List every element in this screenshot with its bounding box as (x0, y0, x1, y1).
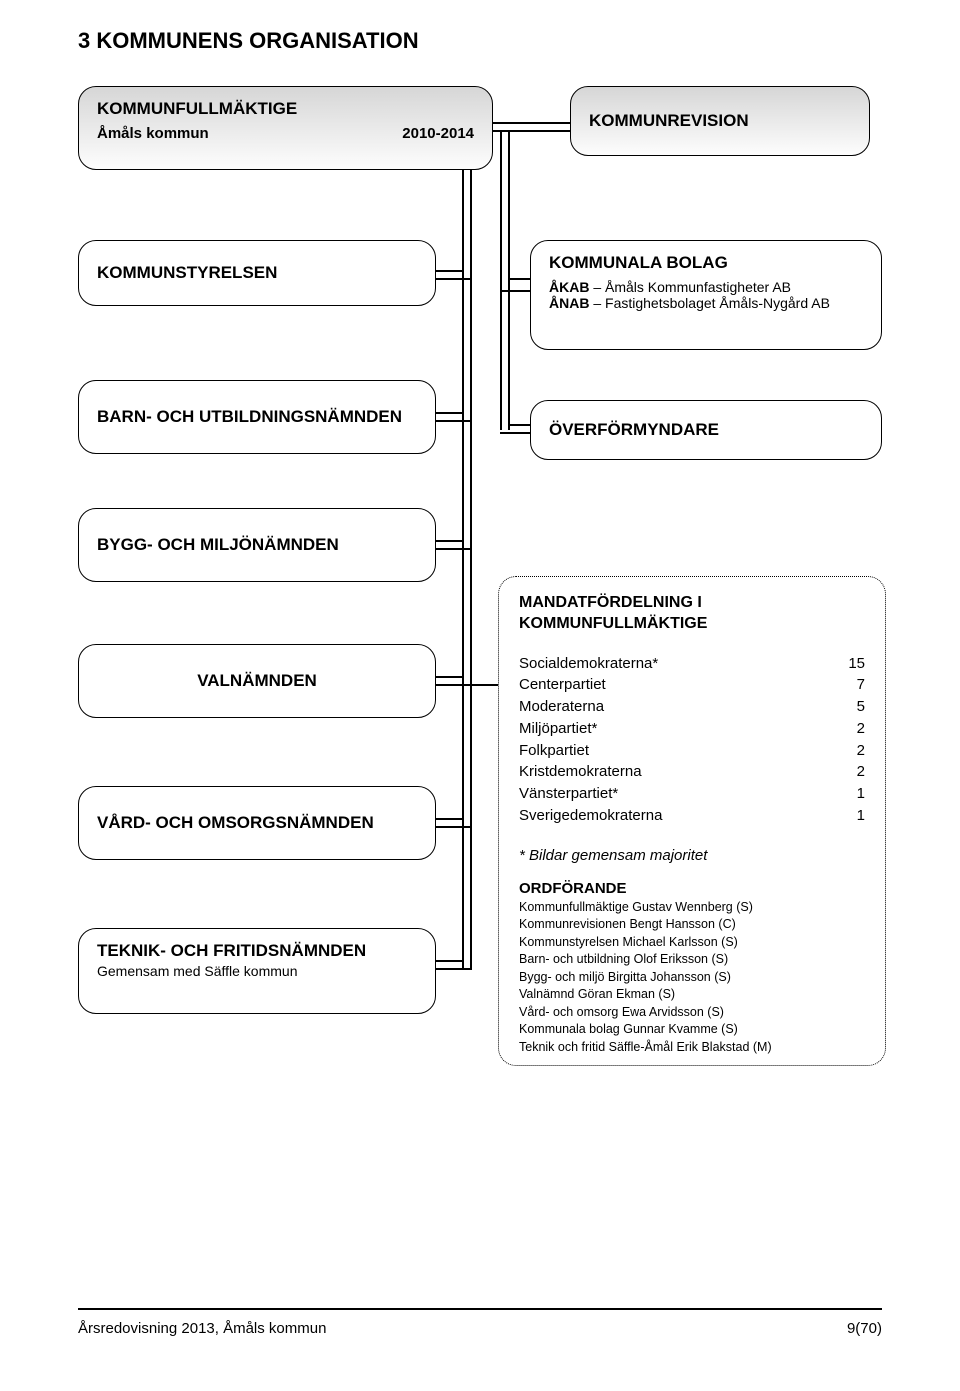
party-seats: 1 (857, 805, 865, 827)
box-barn-utbildning: BARN- OCH UTBILDNINGSNÄMNDEN (78, 380, 436, 454)
box-kommunala-bolag: KOMMUNALA BOLAG ÅKAB – Åmåls Kommunfasti… (530, 240, 882, 350)
val-title: VALNÄMNDEN (97, 671, 417, 691)
box-bygg-miljo: BYGG- OCH MILJÖNÄMNDEN (78, 508, 436, 582)
connector (436, 676, 462, 678)
box-overformyndare: ÖVERFÖRMYNDARE (530, 400, 882, 460)
kb-akab-desc: – Åmåls Kommunfastigheter AB (589, 279, 791, 295)
party-seats: 2 (857, 761, 865, 783)
party-name: Moderaterna (519, 696, 604, 718)
connector (436, 420, 470, 422)
connector (436, 960, 462, 962)
party-seats: 2 (857, 718, 865, 740)
page-title: 3 KOMMUNENS ORGANISATION (78, 28, 419, 54)
party-seats: 1 (857, 783, 865, 805)
party-name: Vänsterpartiet* (519, 783, 618, 805)
connector (470, 684, 498, 686)
connector (470, 170, 472, 970)
mandat-title-2: KOMMUNFULLMÄKTIGE (519, 615, 707, 632)
connector (500, 290, 530, 292)
vo-title: VÅRD- OCH OMSORGSNÄMNDEN (97, 813, 374, 833)
connector (436, 548, 470, 550)
party-row: Moderaterna 5 (519, 696, 865, 718)
kb-title: KOMMUNALA BOLAG (549, 253, 863, 273)
ordforande-title: ORDFÖRANDE (519, 880, 865, 897)
party-name: Miljöpartiet* (519, 718, 597, 740)
ordforande-item: Bygg- och miljö Birgitta Johansson (S) (519, 969, 865, 987)
party-name: Folkpartiet (519, 740, 589, 762)
connector (436, 826, 470, 828)
kf-left: Åmåls kommun (97, 125, 209, 142)
tf-sub: Gemensam med Säffle kommun (97, 963, 417, 979)
connector (500, 432, 530, 434)
kf-right: 2010-2014 (402, 125, 474, 142)
connector (462, 170, 464, 970)
footer-line (78, 1308, 882, 1310)
connector (508, 278, 530, 280)
party-row: Folkpartiet 2 (519, 740, 865, 762)
party-name: Centerpartiet (519, 674, 606, 696)
connector (500, 130, 502, 430)
party-name: Socialdemokraterna* (519, 653, 658, 675)
party-seats: 7 (857, 674, 865, 696)
ordforande-item: Kommunala bolag Gunnar Kvamme (S) (519, 1021, 865, 1039)
box-vard-omsorg: VÅRD- OCH OMSORGSNÄMNDEN (78, 786, 436, 860)
mandat-title-1: MANDATFÖRDELNING I (519, 594, 702, 611)
ordforande-item: Kommunstyrelsen Michael Karlsson (S) (519, 934, 865, 952)
party-seats: 5 (857, 696, 865, 718)
kf-title: KOMMUNFULLMÄKTIGE (97, 99, 474, 119)
ordforande-item: Teknik och fritid Säffle-Åmål Erik Blaks… (519, 1039, 865, 1057)
party-row: Vänsterpartiet* 1 (519, 783, 865, 805)
party-row: Miljöpartiet* 2 (519, 718, 865, 740)
box-teknik-fritid: TEKNIK- OCH FRITIDSNÄMNDEN Gemensam med … (78, 928, 436, 1014)
party-name: Sverigedemokraterna (519, 805, 662, 827)
party-row: Sverigedemokraterna 1 (519, 805, 865, 827)
party-row: Socialdemokraterna* 15 (519, 653, 865, 675)
connector (436, 540, 462, 542)
ordforande-list: Kommunfullmäktige Gustav Wennberg (S)Kom… (519, 899, 865, 1057)
ks-title: KOMMUNSTYRELSEN (97, 263, 277, 283)
majority-note: * Bildar gemensam majoritet (519, 847, 865, 864)
party-row: Centerpartiet 7 (519, 674, 865, 696)
bun-title: BARN- OCH UTBILDNINGSNÄMNDEN (97, 407, 402, 427)
box-valnamnden: VALNÄMNDEN (78, 644, 436, 718)
connector (436, 278, 470, 280)
party-seats: 2 (857, 740, 865, 762)
box-kommunstyrelsen: KOMMUNSTYRELSEN (78, 240, 436, 306)
connector (436, 968, 470, 970)
ordforande-item: Valnämnd Göran Ekman (S) (519, 986, 865, 1004)
ordforande-item: Kommunrevisionen Bengt Hansson (C) (519, 916, 865, 934)
connector (436, 412, 462, 414)
bm-title: BYGG- OCH MILJÖNÄMNDEN (97, 535, 339, 555)
connector (493, 130, 570, 132)
kb-akab: ÅKAB (549, 279, 589, 295)
connector (508, 424, 530, 426)
box-kommunrevision: KOMMUNREVISION (570, 86, 870, 156)
kb-anab: ÅNAB (549, 295, 589, 311)
box-mandatfordelning: MANDATFÖRDELNING I KOMMUNFULLMÄKTIGE Soc… (498, 576, 886, 1066)
ordforande-item: Kommunfullmäktige Gustav Wennberg (S) (519, 899, 865, 917)
tf-title: TEKNIK- OCH FRITIDSNÄMNDEN (97, 941, 417, 961)
connector (436, 818, 462, 820)
kr-title: KOMMUNREVISION (589, 111, 749, 131)
ordforande-item: Vård- och omsorg Ewa Arvidsson (S) (519, 1004, 865, 1022)
connector (493, 122, 570, 124)
party-row: Kristdemokraterna 2 (519, 761, 865, 783)
box-kommunfullmaktige: KOMMUNFULLMÄKTIGE Åmåls kommun 2010-2014 (78, 86, 493, 170)
connector (436, 684, 470, 686)
party-list: Socialdemokraterna*15Centerpartiet7Moder… (519, 653, 865, 827)
footer-left: Årsredovisning 2013, Åmåls kommun (78, 1320, 326, 1337)
connector (508, 130, 510, 430)
ordforande-item: Barn- och utbildning Olof Eriksson (S) (519, 951, 865, 969)
party-name: Kristdemokraterna (519, 761, 642, 783)
party-seats: 15 (848, 653, 865, 675)
connector (436, 270, 462, 272)
footer-right: 9(70) (847, 1320, 882, 1337)
of-title: ÖVERFÖRMYNDARE (549, 420, 719, 440)
kb-anab-desc: – Fastighetsbolaget Åmåls-Nygård AB (589, 295, 829, 311)
